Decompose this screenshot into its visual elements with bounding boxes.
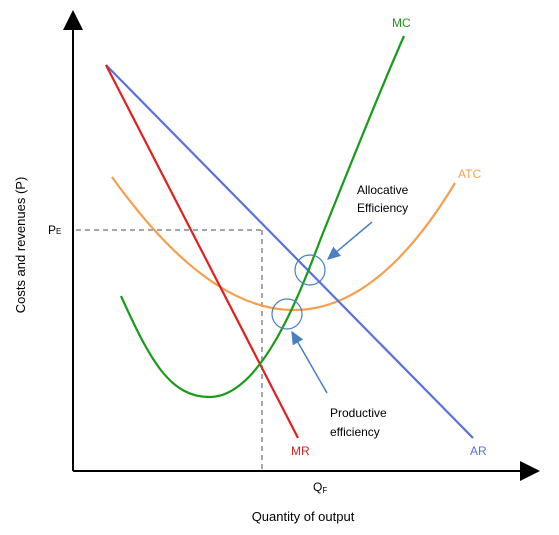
mr-label: MR: [291, 444, 310, 458]
y-axis-title: Costs and revenues (P): [13, 177, 28, 314]
ar-curve: [105, 64, 474, 439]
productive-efficiency-marker: [271, 298, 303, 330]
productive-label-line1: Productive: [330, 406, 387, 420]
mc-label: MC: [392, 16, 411, 30]
productive-label-line2: efficiency: [330, 425, 380, 439]
allocative-label-line1: Allocative: [357, 183, 409, 197]
allocative-arrow: [326, 221, 373, 260]
qf-tick-label: QF: [313, 480, 327, 495]
productive-arrow: [291, 330, 328, 394]
atc-label: ATC: [458, 167, 481, 181]
allocative-efficiency-marker: [294, 254, 326, 286]
allocative-label-line2: Efficiency: [357, 201, 408, 215]
pe-tick-label: PE: [48, 223, 61, 237]
x-axis-title: Quantity of output: [252, 509, 355, 524]
mc-curve: [119, 35, 406, 399]
ar-label: AR: [470, 444, 487, 458]
mr-curve: [105, 64, 299, 439]
